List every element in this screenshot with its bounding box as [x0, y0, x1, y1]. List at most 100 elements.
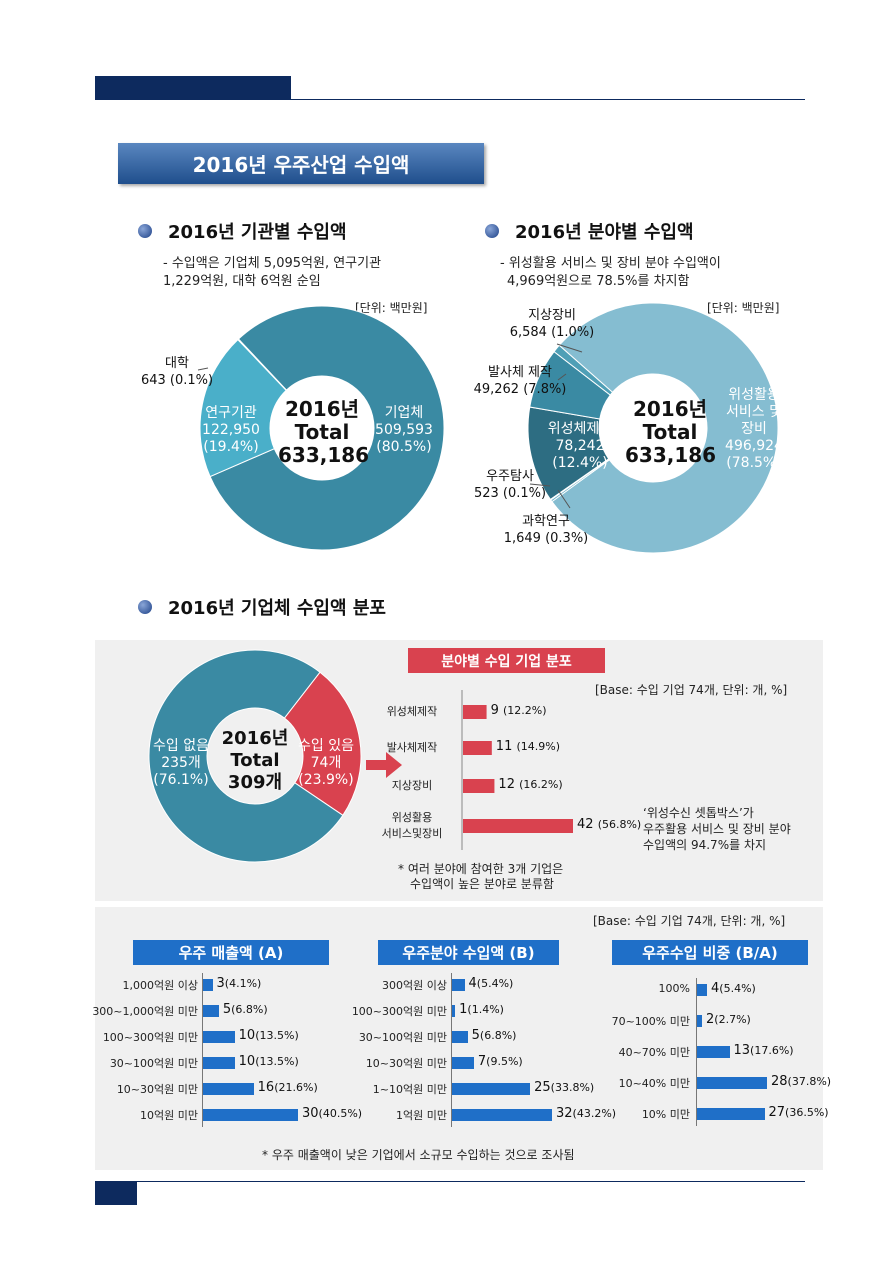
chart-b-value: 5(6.8%) — [471, 1028, 517, 1043]
institution-heading: 2016년 기관별 수입액 — [138, 218, 347, 244]
chart-b-value: 1(1.4%) — [459, 1002, 504, 1017]
satellite-label: 위성체제작 78,242 (12.4%) — [545, 421, 615, 472]
callout-line1: ‘위성수신 셋톱박스’가 — [643, 806, 754, 820]
import-label: 수입 있음 74개 (23.9%) — [296, 738, 356, 789]
company-center-total: Total — [230, 750, 280, 771]
distribution-heading-text: 2016년 기업체 수입액 분포 — [168, 598, 386, 619]
explore-label-value: 523 (0.1%) — [473, 486, 547, 501]
distribution-note-line2: 수입액이 높은 분야로 분류함 — [410, 877, 554, 891]
service-label: 위성활용 서비스 및 장비 496,924 (78.5%) — [720, 387, 788, 472]
chart-a-value: 10(13.5%) — [238, 1054, 299, 1069]
arrow-right-icon — [366, 752, 402, 778]
ground-leader-line — [556, 343, 583, 353]
field-center-value: 633,186 — [625, 443, 717, 467]
chart-ba-title: 우주수입 비중 (B/A) — [612, 940, 808, 965]
launch-label-name: 발사체 제작 — [488, 365, 552, 380]
chart-ba-category: 40~70% 미만 — [618, 1046, 690, 1059]
chart-ba-value: 4(5.4%) — [711, 981, 756, 996]
chart-b-value: 7(9.5%) — [477, 1054, 523, 1069]
chart-a-bar — [203, 1031, 235, 1043]
chart-a-value: 10(13.5%) — [238, 1028, 299, 1043]
research-label: 연구기관 122,950 (19.4%) — [198, 405, 264, 456]
bullet-icon — [138, 600, 152, 614]
footer-rule — [95, 1181, 805, 1182]
field-heading-text: 2016년 분야별 수입액 — [515, 222, 694, 243]
ground-slice — [553, 344, 614, 396]
chart-a-value: 3(4.1%) — [216, 976, 262, 991]
distribution-note-line1: * 여러 분야에 참여한 3개 기업은 — [398, 862, 564, 876]
company-label-name: 기업체 — [384, 405, 424, 421]
distribution-note: * 여러 분야에 참여한 3개 기업은 수입액이 높은 분야로 분류함 — [398, 862, 563, 892]
chart-a-category: 1,000억원 이상 — [122, 979, 198, 992]
company-center-value: 309개 — [227, 772, 283, 793]
no-import-label: 수입 없음 235개 (76.1%) — [148, 738, 214, 789]
company-center-year: 2016년 — [221, 728, 289, 749]
company-center-label: 2016년 Total 309개 — [214, 728, 296, 794]
satellite-label-pct: (12.4%) — [552, 455, 608, 471]
ground-label-value: 6,584 (1.0%) — [509, 325, 595, 340]
chart-b-value: 25(33.8%) — [534, 1080, 595, 1095]
chart-b-bar — [452, 1083, 531, 1095]
chart-b-category: 10~30억원 미만 — [365, 1057, 447, 1070]
chart-a-bar — [203, 1109, 298, 1121]
header-bar — [95, 76, 291, 100]
chart-b-category: 100~300억원 미만 — [351, 1005, 447, 1018]
satellite-label-value: 78,242 — [555, 438, 605, 454]
chart-b-bar — [452, 1031, 468, 1043]
company-label: 기업체 509,593 (80.5%) — [372, 405, 436, 456]
service-slice — [551, 302, 779, 554]
company-label-value: 509,593 — [375, 422, 433, 438]
university-label-value: 643 (0.1%) — [140, 373, 214, 388]
chart-a-category: 30~100억원 미만 — [109, 1057, 198, 1070]
university-label: 대학 643 (0.1%) — [132, 355, 222, 389]
science-leader-line — [557, 489, 571, 509]
chart-a-category: 100~300억원 미만 — [102, 1031, 198, 1044]
chart-a-bar — [203, 1005, 219, 1017]
institution-center-value: 633,186 — [278, 443, 370, 467]
no-import-label-value: 235개 — [161, 755, 201, 771]
field-bar-category: 위성체제작 — [386, 705, 438, 718]
chart-ba-bar — [697, 1015, 702, 1027]
chart-b-axis — [451, 973, 452, 1127]
chart-ba-category: 10~40% 미만 — [618, 1077, 690, 1090]
chart-ba-category: 100% — [658, 982, 690, 995]
chart-a-axis — [202, 973, 203, 1127]
footer-bar — [95, 1181, 137, 1205]
chart-ba-bar — [697, 1108, 765, 1120]
field-bar-value: 11 (14.9%) — [495, 739, 561, 754]
field-center-year: 2016년 — [632, 397, 708, 421]
chart-b-category: 1억원 미만 — [396, 1109, 447, 1122]
no-import-label-name: 수입 없음 — [153, 738, 209, 754]
chart-a-value: 30(40.5%) — [302, 1106, 363, 1121]
chart-a-value: 5(6.8%) — [222, 1002, 268, 1017]
chart-a-category: 10억원 미만 — [140, 1109, 198, 1122]
field-bar-value: 42 (56.8%) — [577, 817, 642, 832]
field-bar-category: 발사체제작 — [386, 741, 438, 754]
chart-ba-value: 28(37.8%) — [771, 1074, 832, 1089]
research-label-value: 122,950 — [202, 422, 260, 438]
explore-label: 우주탐사 523 (0.1%) — [470, 468, 550, 502]
bottom-base: [Base: 수입 기업 74개, 단위: 개, %] — [593, 914, 786, 928]
chart-b-value: 32(43.2%) — [556, 1106, 617, 1121]
import-label-name: 수입 있음 — [298, 738, 354, 754]
chart-ba-category: 70~100% 미만 — [611, 1015, 690, 1028]
field-bar — [463, 779, 495, 793]
chart-b-category: 1~10억원 미만 — [372, 1083, 447, 1096]
institution-desc-line2: 1,229억원, 대학 6억원 순임 — [163, 274, 321, 289]
research-label-name: 연구기관 — [205, 405, 257, 421]
institution-center-label: 2016년 Total 633,186 — [278, 398, 370, 467]
field-bar — [463, 741, 492, 755]
bullet-icon — [138, 224, 152, 238]
import-label-value: 74개 — [310, 755, 342, 771]
field-chart-title: 분야별 수입 기업 분포 — [408, 648, 605, 673]
field-center-total: Total — [642, 420, 698, 444]
field-bar-value: 12 (16.2%) — [498, 777, 563, 792]
explore-leader-line — [529, 483, 551, 487]
import-label-pct: (23.9%) — [298, 772, 354, 788]
chart-a-bar — [203, 1057, 235, 1069]
chart-b-bar — [452, 1109, 552, 1121]
chart-ba-bar — [697, 1077, 767, 1089]
launch-label: 발사체 제작 49,262 (7.8%) — [470, 364, 570, 398]
field-chart-base: [Base: 수입 기업 74개, 단위: 개, %] — [595, 683, 788, 697]
chart-ba-value: 13(17.6%) — [733, 1043, 794, 1058]
